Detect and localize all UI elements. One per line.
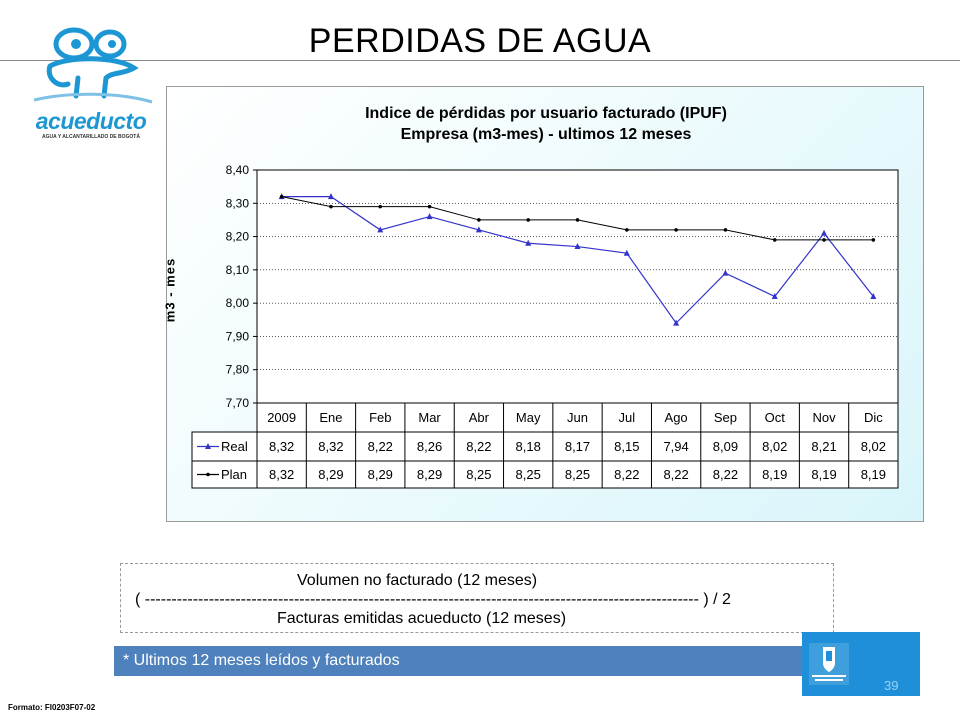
- page-number: 39: [884, 678, 899, 693]
- x-category-label: Jun: [567, 410, 588, 425]
- x-category-label: Feb: [369, 410, 391, 425]
- category-row: [256, 402, 899, 433]
- data-table-value: 8,32: [269, 439, 294, 454]
- data-point-plan: [723, 228, 728, 232]
- data-point-plan: [772, 238, 777, 242]
- footnote-bar: * Ultimos 12 meses leídos y facturados: [114, 646, 804, 676]
- logo-wordmark: acueducto: [35, 108, 147, 134]
- x-category-label: Ene: [319, 410, 342, 425]
- data-table-value: 8,15: [614, 439, 639, 454]
- data-table-value: 8,19: [811, 467, 836, 482]
- format-label: Formato: FI0203F07-02: [8, 703, 96, 712]
- data-table-value: 8,19: [762, 467, 787, 482]
- data-point-plan: [871, 238, 876, 242]
- data-table-value: 8,25: [516, 467, 541, 482]
- x-category-label: Abr: [469, 410, 490, 425]
- data-point-real: [771, 292, 778, 299]
- bogota-seal-icon: [809, 643, 849, 685]
- formula-divider: ( --------------------------------------…: [135, 591, 731, 608]
- x-category-label: Nov: [812, 410, 836, 425]
- data-table-value: 8,02: [762, 439, 787, 454]
- data-point-plan: [526, 218, 530, 222]
- data-point-real: [525, 239, 532, 246]
- data-table-value: 8,17: [565, 439, 590, 454]
- data-point-real: [623, 249, 630, 256]
- y-tick-label: 7,90: [226, 329, 250, 343]
- legend-label-real: Real: [221, 439, 248, 454]
- data-table-value: 8,32: [318, 439, 343, 454]
- data-table-value: 8,26: [417, 439, 442, 454]
- y-tick-label: 7,80: [226, 363, 250, 377]
- data-point-plan: [575, 218, 580, 222]
- x-category-label: Sep: [714, 410, 737, 425]
- data-table-value: 8,09: [713, 439, 738, 454]
- data-table-value: 8,25: [466, 467, 491, 482]
- data-table: [191, 431, 899, 489]
- data-point-real: [377, 226, 384, 233]
- data-table-value: 8,22: [713, 467, 738, 482]
- y-tick-label: 8,40: [226, 163, 250, 177]
- data-point-real: [870, 292, 877, 299]
- x-category-label: Dic: [864, 410, 883, 425]
- chart-title: Indice de pérdidas por usuario facturado…: [365, 105, 727, 122]
- data-point-plan: [822, 238, 826, 242]
- data-table-value: 8,29: [368, 467, 393, 482]
- corner-blue-box: [802, 632, 920, 696]
- chart-subtitle: Empresa (m3-mes) - ultimos 12 meses: [400, 126, 692, 143]
- legend-label-plan: Plan: [221, 467, 247, 482]
- data-point-real: [574, 243, 581, 250]
- data-table-value: 8,22: [368, 439, 393, 454]
- page-title: PERDIDAS DE AGUA: [308, 22, 652, 60]
- plot-area: [257, 170, 898, 403]
- data-point-plan: [329, 204, 333, 209]
- formula-numerator: Volumen no facturado (12 meses): [297, 572, 538, 589]
- frog-logo-icon: [33, 27, 153, 104]
- data-table-value: 8,19: [861, 467, 886, 482]
- data-table-value: 8,22: [614, 467, 639, 482]
- legend-marker-plan: [206, 472, 210, 477]
- data-table-value: 8,21: [811, 439, 836, 454]
- data-table-value: 8,32: [269, 467, 294, 482]
- x-category-label: 2009: [267, 410, 296, 425]
- acueducto-logo: acueducto AGUA Y ALCANTARILLADO DE BOGOT…: [28, 22, 156, 144]
- data-point-real: [722, 269, 729, 276]
- x-category-label: Ago: [665, 410, 688, 425]
- data-point-real: [821, 229, 828, 236]
- y-tick-label: 8,20: [226, 230, 250, 244]
- data-point-real: [327, 193, 334, 200]
- data-point-plan: [625, 228, 629, 232]
- y-tick-label: 8,00: [226, 296, 250, 310]
- data-table-value: 8,22: [466, 439, 491, 454]
- data-table-value: 8,02: [861, 439, 886, 454]
- logo-subtitle: AGUA Y ALCANTARILLADO DE BOGOTÁ: [42, 134, 140, 140]
- y-tick-label: 8,30: [226, 196, 250, 210]
- footnote-text: * Ultimos 12 meses leídos y facturados: [123, 652, 400, 669]
- data-table-value: 8,25: [565, 467, 590, 482]
- x-category-label: May: [516, 410, 541, 425]
- y-tick-label: 8,10: [226, 263, 250, 277]
- formula-denominator: Facturas emitidas acueducto (12 meses): [277, 610, 567, 627]
- formula-box: Volumen no facturado (12 meses) ( ------…: [120, 563, 834, 633]
- header-divider: [0, 60, 960, 61]
- data-point-plan: [674, 228, 678, 232]
- data-point-plan: [427, 204, 432, 209]
- data-table-value: 7,94: [663, 439, 688, 454]
- data-point-plan: [477, 218, 481, 222]
- data-table-value: 8,18: [516, 439, 541, 454]
- data-point-real: [475, 226, 482, 233]
- data-table-value: 8,22: [663, 467, 688, 482]
- data-point-real: [673, 319, 680, 326]
- legend-marker-real: [205, 443, 211, 449]
- data-table-value: 8,29: [318, 467, 343, 482]
- x-category-label: Oct: [765, 410, 786, 425]
- y-tick-label: 7,70: [226, 396, 250, 410]
- data-point-real: [426, 213, 433, 220]
- data-table-value: 8,29: [417, 467, 442, 482]
- x-category-label: Mar: [418, 410, 441, 425]
- data-point-plan: [279, 194, 284, 199]
- x-category-label: Jul: [618, 410, 635, 425]
- data-point-plan: [378, 204, 383, 209]
